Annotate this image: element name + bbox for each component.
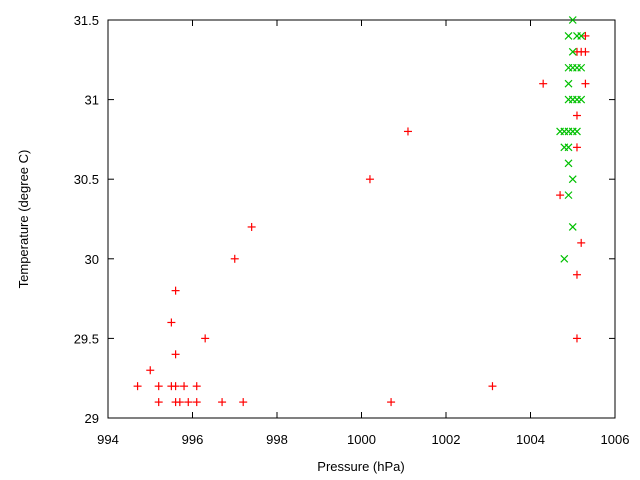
plus-point	[247, 222, 256, 231]
plus-point	[539, 79, 548, 88]
cross-point	[577, 63, 586, 72]
cross-point	[573, 127, 581, 136]
cross-point	[577, 95, 586, 104]
plus-point	[581, 47, 590, 56]
plus-point	[239, 398, 248, 407]
plus-point	[403, 127, 412, 136]
plus-point	[572, 143, 581, 152]
x-tick-label: 996	[182, 432, 204, 447]
y-axis-label: Temperature (degree C)	[16, 150, 31, 289]
plus-point	[192, 382, 201, 391]
plus-point	[230, 254, 239, 263]
cross-point	[568, 175, 577, 184]
cross-point	[568, 47, 577, 56]
x-tick-label: 1006	[601, 432, 630, 447]
plus-point	[184, 398, 193, 407]
plus-point	[556, 191, 565, 200]
x-tick-label: 1002	[432, 432, 461, 447]
plus-point	[365, 175, 374, 184]
x-tick-label: 998	[266, 432, 288, 447]
x-tick-label: 994	[97, 432, 119, 447]
plus-point	[192, 398, 201, 407]
plus-point	[218, 398, 227, 407]
cross-point	[568, 223, 577, 231]
cross-point	[564, 31, 573, 40]
cross-point	[577, 31, 586, 40]
plus-point	[572, 270, 581, 279]
x-tick-label: 1004	[516, 432, 545, 447]
plus-point	[133, 382, 142, 391]
y-tick-label: 30	[85, 252, 99, 267]
cross-point	[564, 79, 573, 88]
y-tick-label: 29.5	[74, 331, 99, 346]
plus-point	[171, 382, 180, 391]
plus-point	[581, 79, 590, 88]
plot-border	[107, 19, 616, 419]
x-axis-label: Pressure (hPa)	[317, 459, 404, 474]
plus-point	[201, 334, 210, 343]
plus-point	[572, 334, 581, 343]
cross-point	[560, 254, 569, 263]
plus-point	[180, 382, 189, 391]
x-tick-label: 1000	[347, 432, 376, 447]
plus-point	[387, 398, 396, 407]
y-tick-label: 31	[85, 93, 99, 108]
cross-point	[564, 143, 573, 152]
plus-point	[488, 382, 497, 391]
plus-point	[581, 31, 590, 40]
y-tick-label: 31.5	[74, 13, 99, 28]
plus-point	[577, 238, 586, 247]
cross-point	[568, 16, 577, 24]
plus-point	[154, 398, 163, 407]
plus-point	[171, 286, 180, 295]
y-tick-label: 30.5	[74, 172, 99, 187]
plus-point	[171, 350, 180, 359]
cross-point	[564, 191, 573, 200]
plus-point	[572, 111, 581, 120]
plus-point	[146, 366, 155, 375]
cross-point	[564, 159, 573, 168]
plus-point	[167, 318, 176, 327]
plus-point	[154, 382, 163, 391]
y-tick-label: 29	[85, 411, 99, 426]
plus-point	[175, 398, 184, 407]
